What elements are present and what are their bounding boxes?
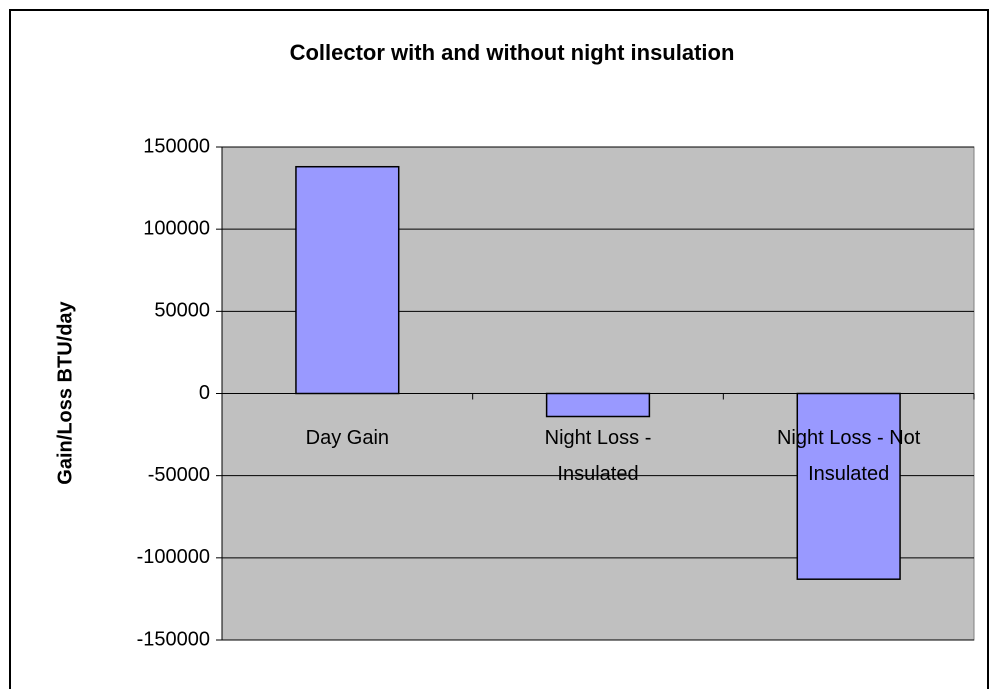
y-axis-label: Gain/Loss BTU/day: [54, 300, 76, 484]
chart-title: Collector with and without night insulat…: [290, 40, 735, 65]
bar: [796, 392, 901, 580]
y-tick-label: 100000: [143, 217, 210, 239]
x-tick-label: Night Loss - Not Insulated: [776, 426, 921, 485]
x-tick-label: Night Loss - Insulated: [544, 426, 652, 485]
y-tick-label: -100000: [137, 546, 210, 568]
y-tick-label: 0: [199, 382, 210, 404]
x-tick-label: Day Gain: [305, 426, 390, 449]
y-tick-label: -50000: [148, 464, 210, 486]
bar: [545, 392, 651, 418]
y-tick-label: 50000: [154, 300, 210, 322]
bar: [295, 165, 400, 395]
y-tick-label: -150000: [137, 628, 210, 650]
y-tick-label: 150000: [143, 135, 210, 157]
